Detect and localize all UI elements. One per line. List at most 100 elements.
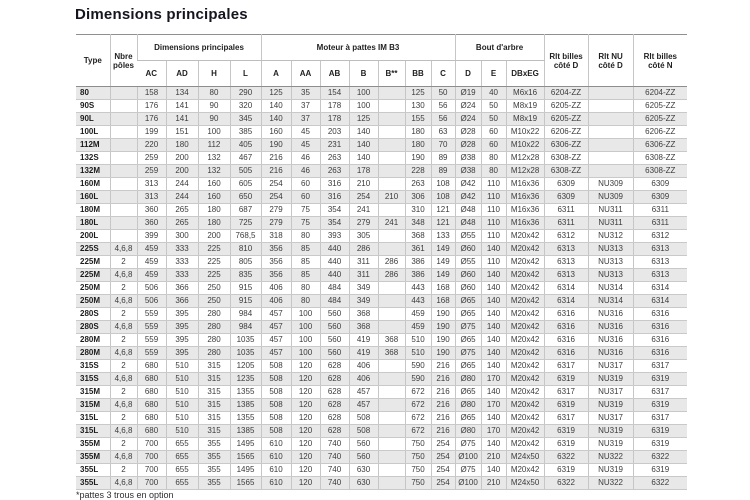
data-cell [377, 99, 405, 113]
data-cell: Ø48 [454, 203, 482, 217]
data-cell: 333 [165, 242, 198, 256]
table-row: 132M 259 200 132 505 216 46 263 178 228 89 Ø38 80 M12… [76, 164, 688, 178]
column-header-rlt-billes-n: Rlt billes côté N [632, 34, 688, 87]
data-cell: M20x42 [505, 346, 545, 360]
data-cell: 560 [348, 437, 378, 451]
data-cell [109, 112, 137, 126]
data-cell: 440 [319, 242, 349, 256]
data-cell: 300 [165, 229, 198, 243]
type-cell: 280S [76, 307, 110, 321]
data-cell: Ø65 [454, 333, 482, 347]
data-cell: 354 [319, 203, 349, 217]
data-cell: 510 [404, 346, 431, 360]
data-cell: 89 [430, 151, 456, 165]
data-cell: M6x16 [505, 86, 545, 100]
data-cell: 90 [197, 112, 230, 126]
data-cell: 290 [229, 86, 261, 100]
data-cell: 4,6,8 [109, 294, 137, 308]
data-cell: 559 [136, 346, 166, 360]
data-cell: 6205-ZZ [632, 99, 688, 113]
data-cell: 6204-ZZ [632, 86, 688, 100]
table-row: 132S 259 200 132 467 216 46 263 140 190 89 Ø38 80 M12… [76, 151, 688, 165]
data-cell: 443 [404, 294, 431, 308]
column-header-e: E [480, 60, 507, 87]
data-cell: 6311 [543, 216, 589, 230]
data-cell: 37 [290, 99, 320, 113]
data-cell: 60 [480, 125, 507, 139]
data-cell: M20x42 [505, 281, 545, 295]
data-cell: 333 [165, 268, 198, 282]
data-cell: M20x42 [505, 333, 545, 347]
data-cell: 180 [404, 125, 431, 139]
data-cell: 4,6,8 [109, 242, 137, 256]
data-cell: 45 [290, 125, 320, 139]
data-cell: NU316 [587, 320, 634, 334]
data-cell: 4,6,8 [109, 372, 137, 386]
data-cell: 120 [290, 450, 320, 464]
data-cell: 680 [136, 359, 166, 373]
data-cell [377, 398, 405, 412]
data-cell: NU319 [587, 437, 634, 451]
data-cell: 6313 [543, 255, 589, 269]
data-cell: M20x42 [505, 268, 545, 282]
data-cell: 100 [290, 307, 320, 321]
data-cell: 280 [197, 320, 230, 334]
data-cell: 628 [319, 398, 349, 412]
data-cell: 46 [290, 151, 320, 165]
type-cell: 315M [76, 385, 110, 399]
data-cell [377, 372, 405, 386]
data-cell: 6308-ZZ [543, 164, 589, 178]
page-title: Dimensions principales [75, 6, 248, 23]
data-cell [587, 99, 634, 113]
data-cell: 6319 [543, 424, 589, 438]
data-cell: 121 [430, 216, 456, 230]
data-cell: 508 [260, 411, 291, 425]
data-cell: 120 [290, 359, 320, 373]
data-cell: 610 [260, 463, 291, 477]
data-cell [587, 164, 634, 178]
data-cell: Ø42 [454, 190, 482, 204]
table-row: 225M 4,6,8 459 333 225 835 356 85 440 311 286 386 14… [76, 268, 688, 282]
data-cell: Ø80 [454, 424, 482, 438]
type-cell: 100L [76, 125, 110, 139]
table-row: 225M 2 459 333 225 805 356 85 440 311 286 386 149 Ø55… [76, 255, 688, 269]
data-cell: Ø75 [454, 346, 482, 360]
data-cell: 6204-ZZ [543, 86, 589, 100]
data-cell: 120 [290, 398, 320, 412]
column-header-aa: AA [290, 60, 320, 87]
column-header-h: H [197, 60, 230, 87]
data-cell: 508 [260, 385, 291, 399]
data-cell: Ø75 [454, 437, 482, 451]
data-cell: 805 [229, 255, 261, 269]
data-cell: 680 [136, 372, 166, 386]
data-cell: NU319 [587, 463, 634, 477]
data-cell [377, 294, 405, 308]
data-cell: 313 [136, 177, 166, 191]
data-cell: 63 [430, 125, 456, 139]
data-cell: 628 [319, 424, 349, 438]
data-cell: 6319 [543, 437, 589, 451]
data-cell: 687 [229, 203, 261, 217]
data-cell: 406 [348, 372, 378, 386]
data-cell: 650 [229, 190, 261, 204]
data-cell: 406 [260, 294, 291, 308]
data-cell: NU313 [587, 268, 634, 282]
data-cell: 155 [404, 112, 431, 126]
column-header-dbxeg: DBxEG [505, 60, 545, 87]
column-header-c: C [430, 60, 456, 87]
table-row: 355M 2 700 655 355 1495 610 120 740 560 750 254 Ø75 1… [76, 437, 688, 451]
data-cell [377, 164, 405, 178]
data-cell: 158 [136, 86, 166, 100]
data-cell: NU313 [587, 242, 634, 256]
data-cell: 110 [480, 229, 507, 243]
table-row: 225S 4,6,8 459 333 225 810 356 85 440 286 361 149 Ø6… [76, 242, 688, 256]
data-cell [377, 151, 405, 165]
data-cell: M20x42 [505, 398, 545, 412]
data-cell: 700 [136, 463, 166, 477]
data-cell: 50 [480, 99, 507, 113]
data-cell: 120 [290, 411, 320, 425]
data-cell: 1205 [229, 359, 261, 373]
data-cell: 655 [165, 437, 198, 451]
data-cell: 190 [430, 346, 456, 360]
data-cell: NU312 [587, 229, 634, 243]
